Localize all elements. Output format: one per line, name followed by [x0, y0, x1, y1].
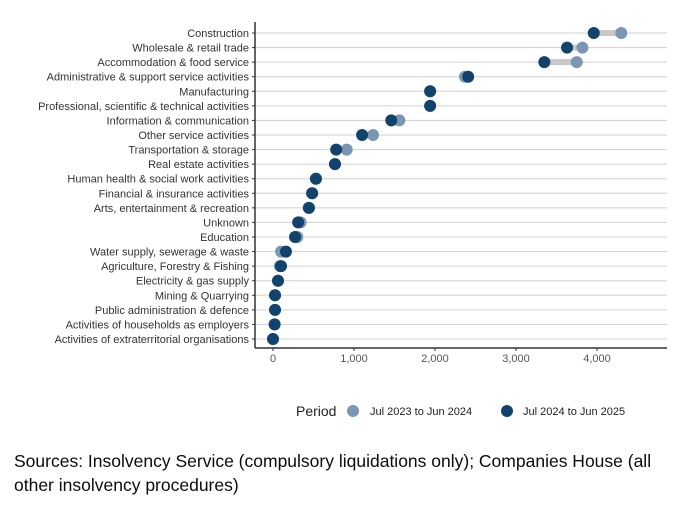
category-label: Human health & social work activities: [67, 174, 249, 186]
category-label: Professional, scientific & technical act…: [38, 101, 249, 113]
category-label: Arts, entertainment & recreation: [94, 203, 249, 215]
point-2024-25: [272, 274, 285, 287]
point-2023-24: [340, 143, 353, 156]
category-label: Public administration & defence: [95, 305, 249, 317]
point-2024-25: [328, 158, 341, 171]
category-label: Real estate activities: [148, 159, 249, 171]
source-note: Sources: Insolvency Service (compulsory …: [14, 451, 652, 495]
point-2024-25: [309, 172, 322, 185]
x-tick-label: 4,000: [583, 353, 611, 365]
category-label: Water supply, sewerage & waste: [90, 247, 249, 259]
point-2023-24: [615, 27, 628, 39]
point-2024-25: [302, 201, 315, 214]
point-2024-25: [292, 216, 305, 229]
category-label: Education: [200, 232, 249, 244]
point-2024-25: [538, 56, 551, 69]
category-label: Financial & insurance activities: [99, 188, 250, 200]
point-2024-25: [267, 333, 279, 345]
category-label: Transportation & storage: [128, 145, 249, 157]
x-tick-label: 3,000: [502, 353, 530, 365]
point-2024-25: [561, 41, 574, 54]
category-label: Administrative & support service activit…: [47, 72, 250, 84]
dumbbell-chart: Construction Wholesale & retail trade Acco…: [38, 22, 667, 419]
x-tick-label: 0: [270, 353, 276, 365]
category-label: Manufacturing: [179, 86, 249, 98]
category-label: Unknown: [203, 217, 249, 229]
point-2024-25: [275, 260, 288, 273]
category-label: Construction: [187, 28, 249, 40]
legend-label-2024-25: Jul 2024 to Jun 2025: [523, 406, 625, 418]
point-2023-24: [570, 56, 583, 69]
category-label: Information & communication: [107, 115, 249, 127]
legend-label-2023-24: Jul 2023 to Jun 2024: [370, 406, 472, 418]
point-2024-25: [289, 231, 302, 243]
point-2024-25: [269, 289, 282, 302]
point-2024-25: [587, 27, 600, 39]
legend-swatch-2023-24: [347, 405, 359, 417]
x-tick-label: 2,000: [421, 353, 449, 365]
point-2024-25: [356, 129, 369, 141]
point-2024-25: [306, 187, 319, 200]
point-2023-24: [367, 129, 380, 141]
legend-title: Period: [296, 403, 336, 419]
category-label: Accommodation & food service: [97, 57, 249, 69]
point-2024-25: [269, 303, 282, 316]
category-label: Agriculture, Forestry & Fishing: [101, 261, 249, 273]
point-2023-24: [576, 41, 589, 54]
category-label: Other service activities: [138, 130, 249, 142]
point-2024-25: [424, 99, 437, 112]
point-2024-25: [462, 70, 475, 83]
category-label: Activities of extraterritorial organisat…: [55, 334, 250, 346]
point-2024-25: [424, 85, 437, 98]
legend-swatch-2024-25: [501, 405, 513, 417]
point-2024-25: [268, 318, 281, 331]
category-label: Wholesale & retail trade: [132, 43, 249, 55]
point-2024-25: [279, 245, 292, 258]
point-2024-25: [330, 143, 343, 156]
category-label: Activities of households as employers: [66, 319, 250, 331]
point-2024-25: [385, 114, 398, 127]
x-tick-label: 1,000: [340, 353, 368, 365]
category-label: Mining & Quarrying: [155, 290, 249, 302]
category-label: Electricity & gas supply: [136, 276, 250, 288]
